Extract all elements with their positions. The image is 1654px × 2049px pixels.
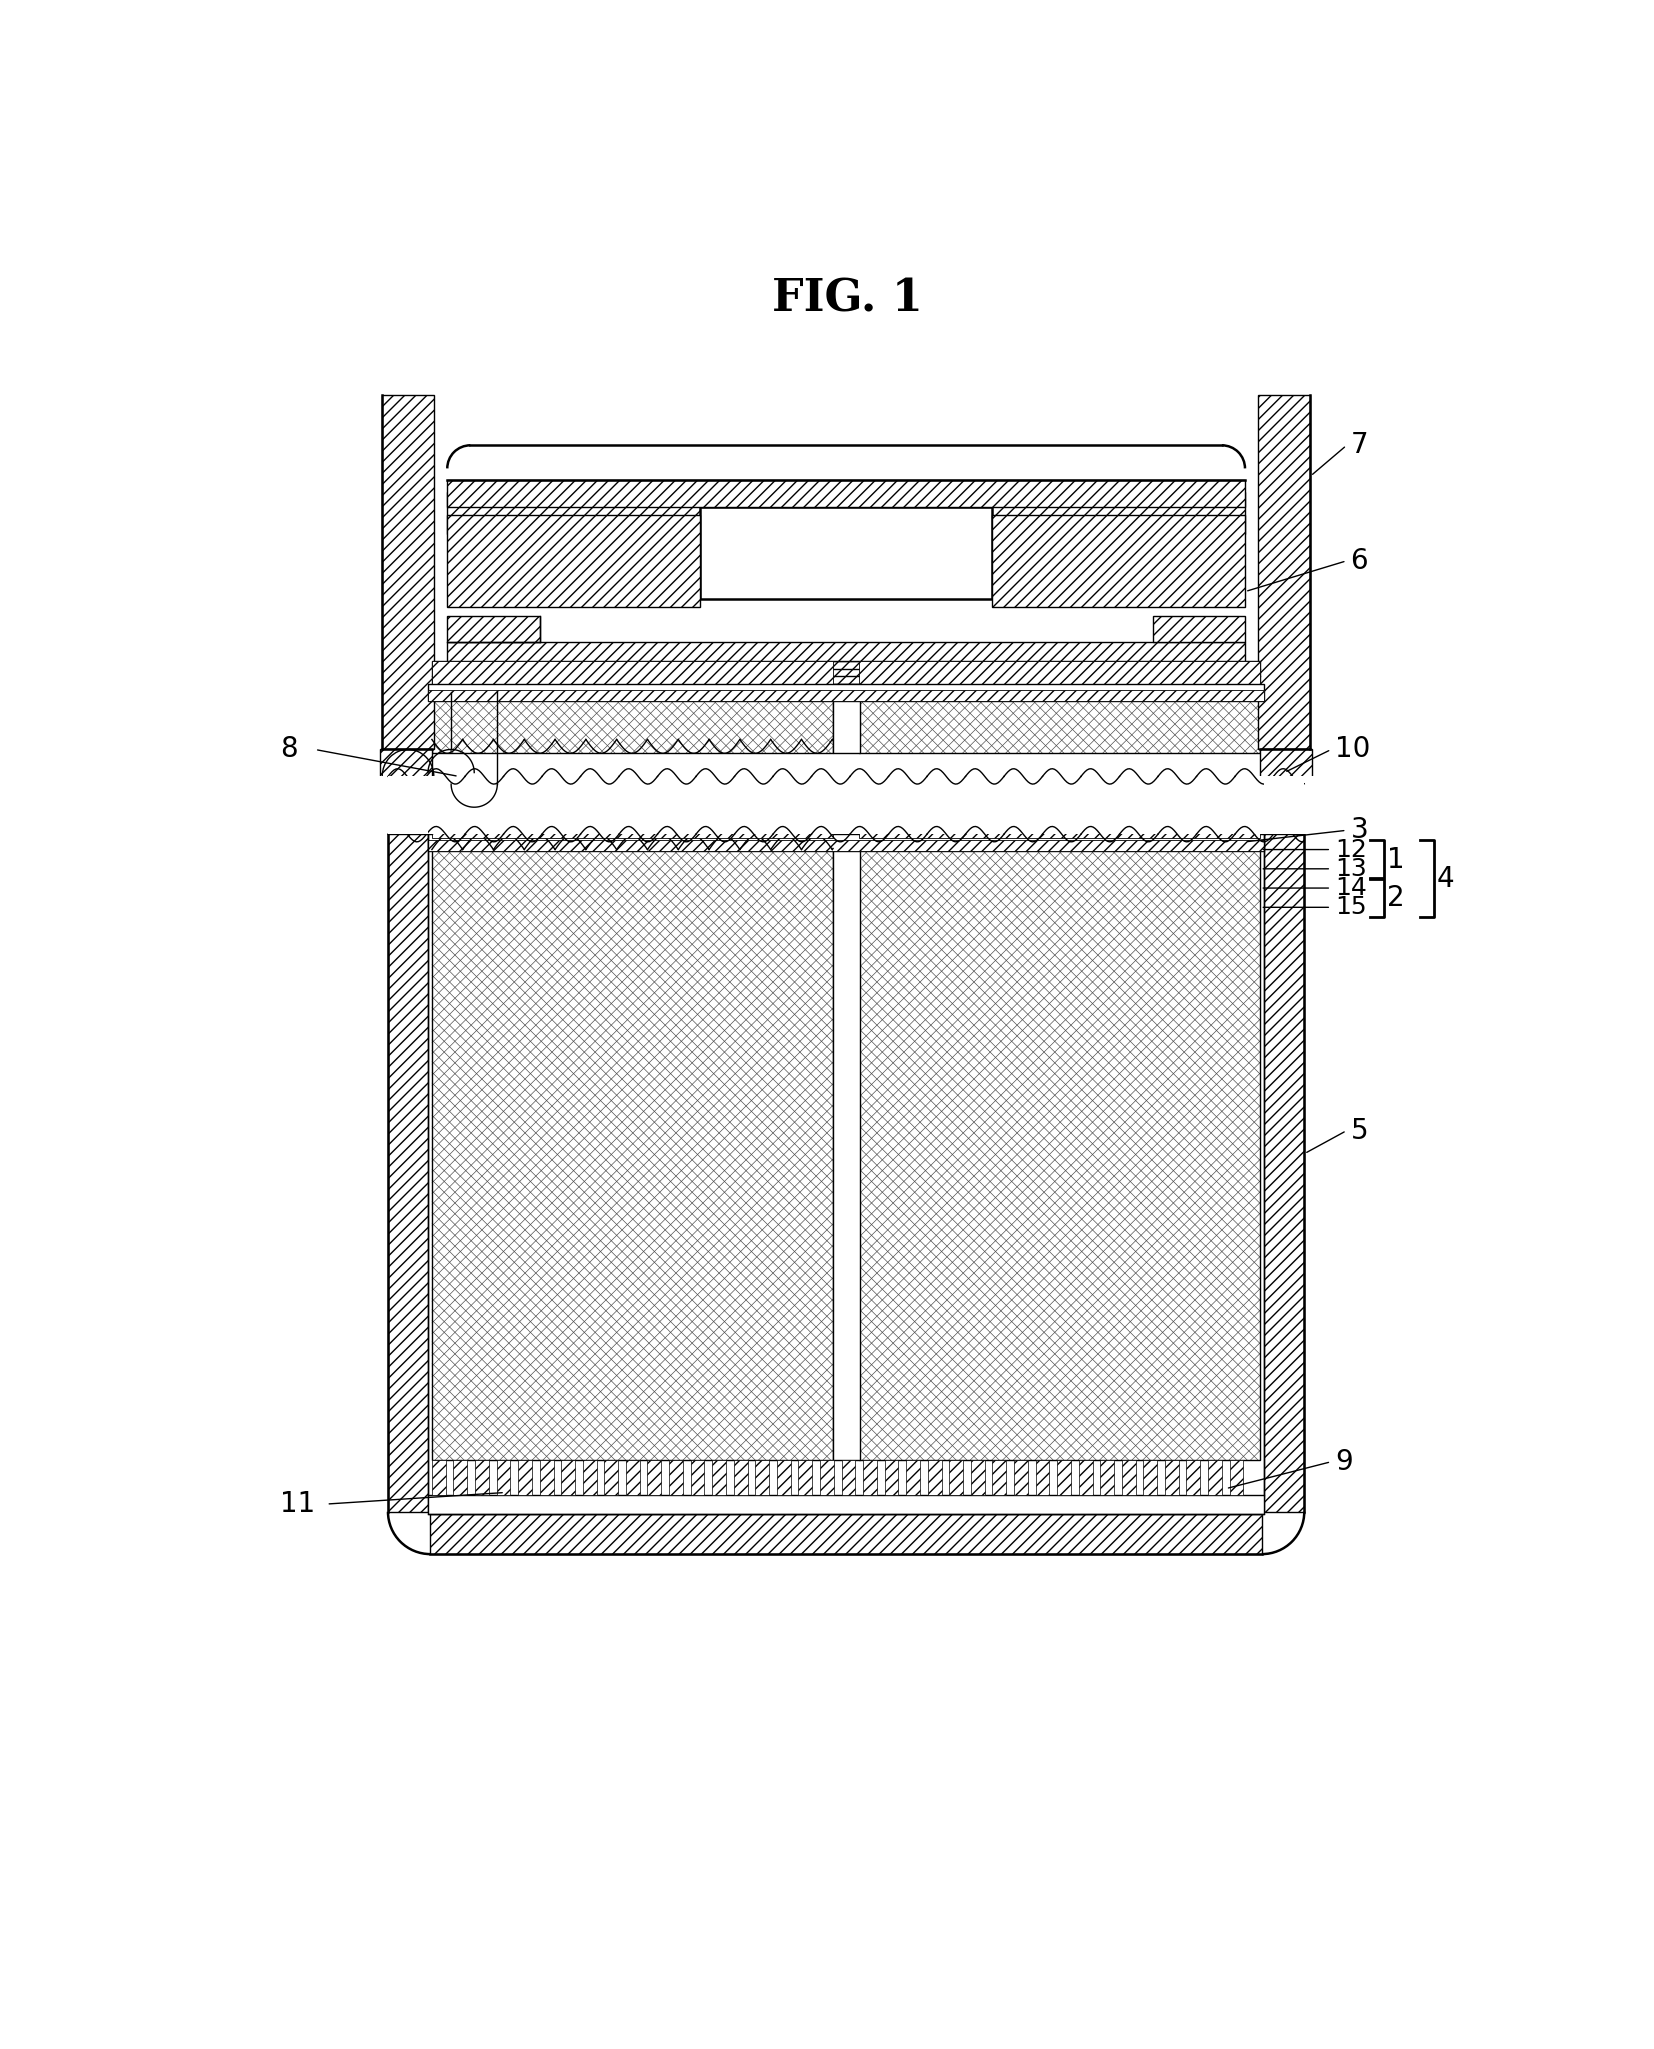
Bar	[858, 684, 1260, 754]
Text: 9: 9	[1335, 1449, 1353, 1475]
Bar	[432, 838, 834, 1461]
Bar	[447, 514, 700, 607]
Bar	[647, 1461, 662, 1496]
Bar	[428, 840, 1264, 850]
Bar	[582, 1461, 597, 1496]
Bar	[691, 1461, 705, 1496]
Bar	[428, 684, 1264, 701]
Bar	[842, 1461, 855, 1496]
Bar	[756, 1461, 769, 1496]
Bar	[447, 617, 539, 641]
Bar	[858, 816, 1260, 838]
Bar	[382, 395, 435, 750]
Bar	[561, 1461, 576, 1496]
Text: 3: 3	[1350, 816, 1368, 844]
Bar	[539, 1461, 554, 1496]
Bar	[430, 1514, 1262, 1553]
Bar	[713, 1461, 726, 1496]
Bar	[1260, 750, 1312, 803]
Bar	[1035, 1461, 1049, 1496]
Bar	[453, 1461, 468, 1496]
Bar	[1264, 684, 1305, 777]
Bar	[928, 1461, 941, 1496]
Bar	[432, 684, 834, 754]
Text: 5: 5	[1350, 1117, 1368, 1145]
Bar	[1207, 1461, 1222, 1496]
Bar	[389, 684, 428, 777]
Bar	[863, 1461, 877, 1496]
Bar	[1143, 1461, 1158, 1496]
Bar	[700, 506, 992, 598]
Bar	[428, 834, 1264, 850]
Bar	[799, 1461, 812, 1496]
Bar	[834, 684, 860, 754]
Bar	[447, 641, 1245, 662]
Bar	[389, 777, 428, 834]
Bar	[992, 1461, 1006, 1496]
Text: 7: 7	[1350, 430, 1368, 459]
Bar	[777, 1461, 791, 1496]
Bar	[372, 777, 1320, 834]
Bar	[971, 1461, 984, 1496]
Bar	[389, 834, 428, 1512]
Bar	[668, 1461, 683, 1496]
Text: 12: 12	[1335, 838, 1366, 861]
Bar	[380, 750, 432, 803]
Bar	[885, 1461, 898, 1496]
Bar	[475, 1461, 490, 1496]
Text: 14: 14	[1335, 877, 1366, 900]
Text: 4: 4	[1437, 865, 1454, 893]
Bar	[834, 838, 860, 1461]
Text: 6: 6	[1350, 547, 1368, 576]
Bar	[1078, 1461, 1093, 1496]
Bar	[432, 1461, 445, 1496]
Bar	[432, 662, 1260, 684]
Bar	[1264, 777, 1305, 834]
Bar	[1229, 1461, 1244, 1496]
Bar	[820, 1461, 834, 1496]
Bar	[1100, 1461, 1115, 1496]
Text: 10: 10	[1335, 736, 1371, 764]
Bar	[518, 1461, 533, 1496]
Text: 8: 8	[280, 736, 298, 764]
Bar	[428, 1496, 1264, 1514]
Text: 13: 13	[1335, 856, 1366, 881]
Bar	[447, 479, 1245, 506]
Bar	[1057, 1461, 1072, 1496]
Bar	[1186, 1461, 1201, 1496]
Bar	[949, 1461, 963, 1496]
Bar	[432, 816, 834, 838]
Bar	[428, 691, 1264, 701]
Text: 1: 1	[1386, 846, 1404, 873]
Bar	[447, 492, 1245, 535]
Bar	[1014, 1461, 1027, 1496]
Bar	[734, 1461, 748, 1496]
Bar	[858, 662, 1260, 684]
Bar	[992, 514, 1245, 607]
Bar	[496, 1461, 511, 1496]
Text: 15: 15	[1335, 895, 1366, 920]
Bar	[625, 1461, 640, 1496]
Bar	[906, 1461, 920, 1496]
Bar	[432, 662, 834, 684]
Bar	[1264, 834, 1305, 1512]
Text: 11: 11	[280, 1490, 316, 1518]
Bar	[1153, 617, 1245, 641]
Bar	[604, 1461, 619, 1496]
Bar	[1121, 1461, 1136, 1496]
Bar	[858, 838, 1260, 1461]
Bar	[1164, 1461, 1179, 1496]
Text: 2: 2	[1386, 883, 1404, 912]
Bar	[1259, 395, 1310, 750]
Text: FIG. 1: FIG. 1	[772, 277, 923, 320]
